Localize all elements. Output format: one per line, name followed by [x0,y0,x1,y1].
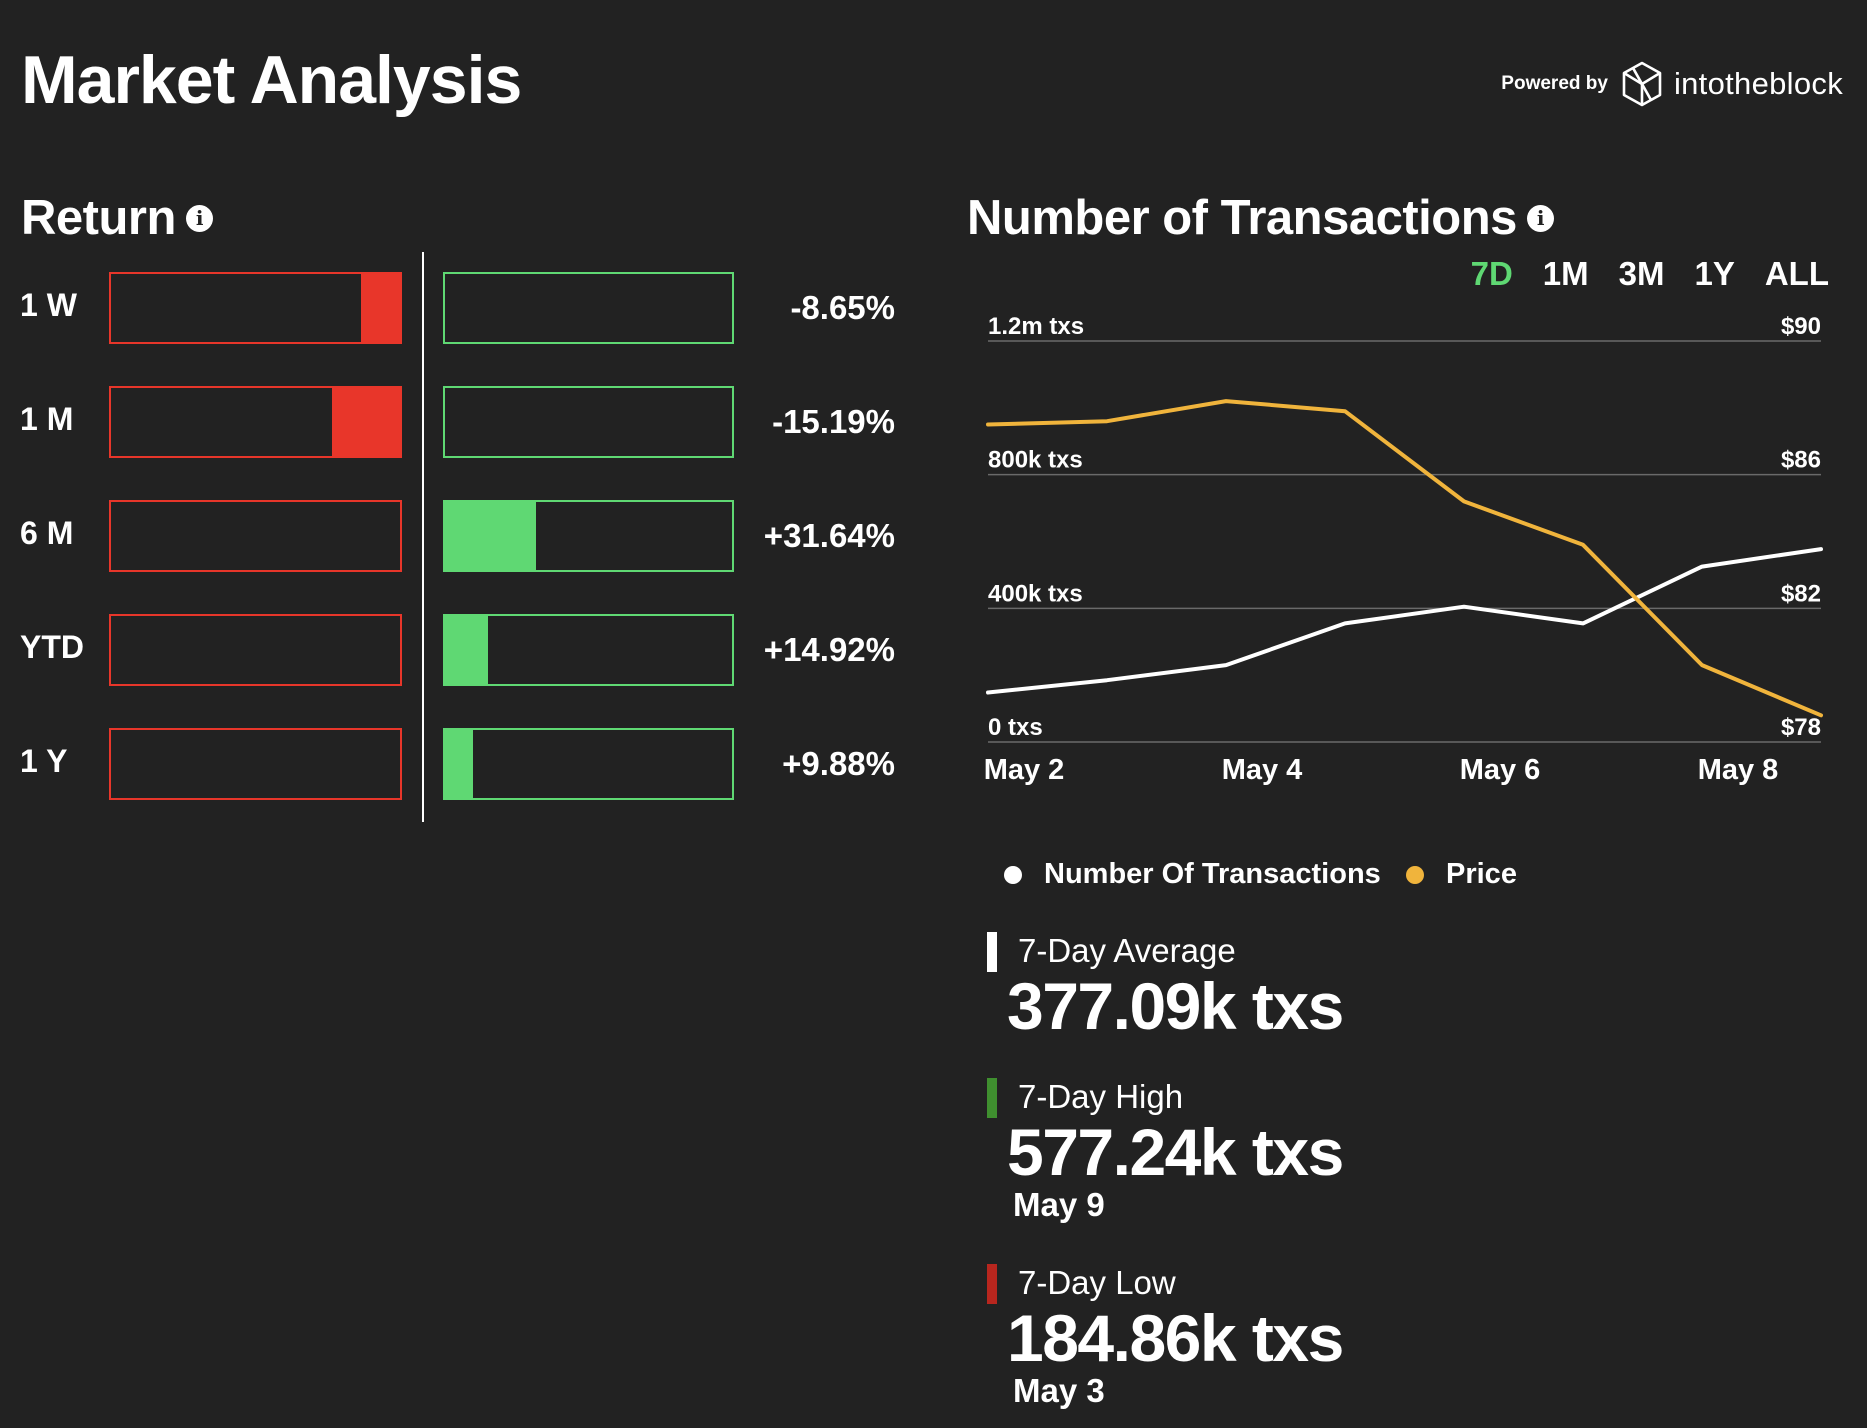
stat-date: May 3 [1013,1372,1105,1409]
return-value: +9.88% [782,745,895,782]
tab-all[interactable]: ALL [1764,255,1829,292]
return-value: -8.65% [790,289,895,326]
legend-item-price[interactable]: Price [1406,858,1517,891]
tab-1y[interactable]: 1Y [1694,255,1735,292]
transactions-title-text: Number of Transactions [967,191,1517,245]
left-axis-tick-label: 800k txs [988,447,1083,474]
positive-return-bar [443,272,734,344]
negative-return-fill [361,274,400,342]
legend-label: Number Of Transactions [1044,858,1381,890]
legend-item-transactions[interactable]: Number Of Transactions [1004,858,1381,891]
negative-return-bar [109,614,402,686]
positive-return-bar [443,500,734,572]
negative-return-bar [109,386,402,458]
series-line-transactions [986,547,1823,695]
left-axis-tick-label: 1.2m txs [988,313,1084,340]
x-axis-tick-label: May 8 [1698,754,1779,786]
negative-return-bar [109,728,402,800]
right-axis-tick-label: $86 [1781,447,1821,474]
return-value: +31.64% [763,517,895,554]
positive-return-bar [443,614,734,686]
return-row-label: 6 M [20,515,74,551]
return-row-label: 1 W [20,287,77,323]
return-divider [422,252,424,822]
return-value: -15.19% [772,403,895,440]
return-row-label: 1 Y [20,743,68,779]
legend-dot-icon [1004,865,1022,884]
tab-3m[interactable]: 3M [1618,255,1665,292]
x-axis-tick-label: May 6 [1460,754,1541,786]
stat-value: 377.09k txs [1007,969,1344,1043]
return-row-label: 1 M [20,401,74,437]
return-row-label: YTD [20,629,84,665]
tab-1m[interactable]: 1M [1542,255,1589,292]
right-axis-tick-label: $90 [1781,313,1821,340]
stat-title: 7-Day Low [1018,1264,1176,1301]
legend-dot-icon [1406,865,1424,884]
brand-name: intotheblock [1673,66,1843,101]
right-axis-tick-label: $78 [1781,714,1821,741]
stat-date: May 9 [1013,1186,1105,1223]
stat-marker [987,1078,997,1118]
stat-value: 577.24k txs [1007,1115,1344,1189]
stat-title: 7-Day Average [1018,932,1236,969]
powered-by[interactable]: Powered by intotheblock [1501,60,1843,108]
tab-7d[interactable]: 7D [1470,255,1513,292]
negative-return-bar [109,500,402,572]
x-axis-tick-label: May 2 [984,754,1065,786]
positive-return-bar [443,728,734,800]
return-value: +14.92% [763,631,895,668]
stat-value: 184.86k txs [1007,1301,1344,1375]
right-axis-tick-label: $82 [1781,580,1821,607]
positive-return-bar [443,386,734,458]
stat-marker [987,1264,997,1304]
left-axis-tick-label: 400k txs [988,580,1083,607]
series-line-price [986,399,1823,718]
range-tabs: 7D 1M 3M 1Y ALL [1471,255,1829,293]
info-icon[interactable]: i [185,204,213,232]
powered-by-label: Powered by [1501,73,1608,94]
legend-label: Price [1446,858,1517,890]
return-title: Return i [21,188,213,248]
stat-title: 7-Day High [1018,1078,1184,1115]
transactions-title: Number of Transactions i [967,188,1554,248]
intotheblock-logo-icon [1622,61,1662,107]
negative-return-fill [332,388,400,456]
return-title-text: Return [21,191,176,245]
x-axis-tick-label: May 4 [1222,754,1303,786]
positive-return-fill [445,730,473,798]
left-axis-tick-label: 0 txs [988,714,1043,741]
stat-marker [987,932,997,972]
positive-return-fill [445,502,536,570]
positive-return-fill [445,616,488,684]
transactions-chart: 0 txs 400k txs 800k txs 1.2m txs $78 $82 $86 $9… [984,313,1823,786]
page-title: Market Analysis [21,42,522,118]
negative-return-bar [109,272,402,344]
info-icon[interactable]: i [1526,204,1554,232]
